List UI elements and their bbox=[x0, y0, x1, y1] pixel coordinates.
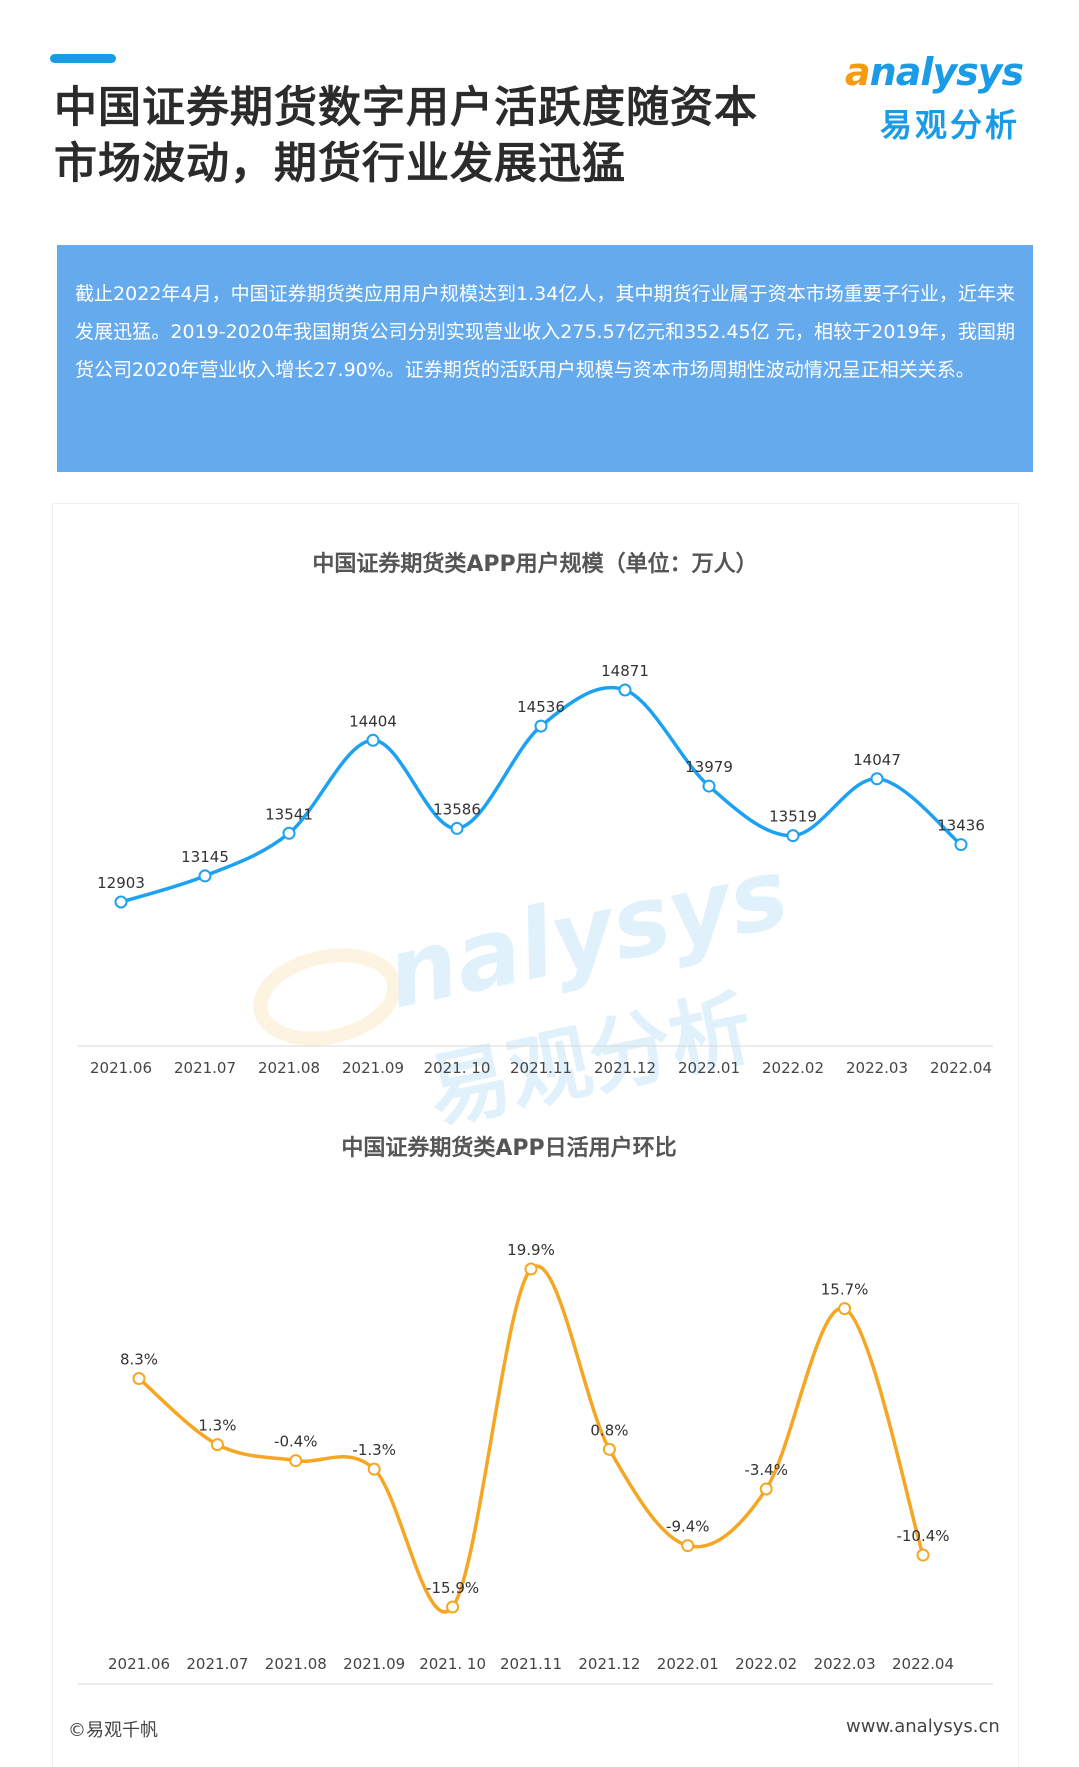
c1-label-7: 13979 bbox=[685, 758, 733, 776]
c2-point-10 bbox=[916, 1548, 930, 1562]
c1-label-9: 14047 bbox=[853, 751, 901, 769]
logo-initial: a bbox=[845, 50, 871, 94]
chart1-points bbox=[114, 683, 968, 909]
c1-label-3: 14404 bbox=[349, 712, 397, 730]
c1-label-4: 13586 bbox=[433, 800, 481, 818]
title-accent-bar bbox=[50, 54, 116, 63]
c2-point-8 bbox=[759, 1482, 773, 1496]
c2-label-1: 1.3% bbox=[198, 1417, 236, 1435]
c1-tick-2: 2021.08 bbox=[258, 1059, 320, 1077]
page-title: 中国证券期货数字用户活跃度随资本 市场波动，期货行业发展迅猛 bbox=[54, 80, 854, 192]
c2-label-8: -3.4% bbox=[744, 1461, 788, 1479]
c1-point-8 bbox=[786, 829, 800, 843]
chart2-x-ticks: 2021.06 2021.07 2021.08 2021.09 2021. 10 2021… bbox=[108, 1655, 954, 1673]
c2-label-9: 15.7% bbox=[821, 1281, 869, 1299]
c1-label-8: 13519 bbox=[769, 808, 817, 826]
c1-label-2: 13541 bbox=[265, 805, 313, 823]
c2-label-5: 19.9% bbox=[507, 1241, 555, 1259]
c1-tick-5: 2021.11 bbox=[510, 1059, 572, 1077]
logo-chinese: 易观分析 bbox=[880, 106, 1021, 144]
c1-tick-1: 2021.07 bbox=[174, 1059, 236, 1077]
chart1-data-labels: 12903 13145 13541 14404 13586 14536 14871 13979… bbox=[97, 662, 985, 892]
chart2-points bbox=[132, 1262, 930, 1614]
c2-label-3: -1.3% bbox=[352, 1441, 396, 1459]
c1-point-1 bbox=[198, 869, 212, 883]
c2-tick-2: 2021.08 bbox=[265, 1655, 327, 1673]
c1-tick-6: 2021.12 bbox=[594, 1059, 656, 1077]
analysys-logo: analysys 易观分析 bbox=[845, 50, 1035, 150]
title-line-1: 中国证券期货数字用户活跃度随资本 bbox=[54, 83, 758, 133]
chart2-title: 中国证券期货类APP日活用户环比 bbox=[341, 1135, 676, 1161]
c2-tick-6: 2021.12 bbox=[578, 1655, 640, 1673]
footer-website[interactable]: www.analysys.cn bbox=[846, 1716, 1000, 1737]
c1-label-0: 12903 bbox=[97, 874, 145, 892]
c2-point-0 bbox=[132, 1372, 146, 1386]
summary-box: 截止2022年4月，中国证券期货类应用用户规模达到1.34亿人，其中期货行业属于… bbox=[57, 245, 1033, 472]
c2-tick-0: 2021.06 bbox=[108, 1655, 170, 1673]
c2-point-5 bbox=[524, 1262, 538, 1276]
chart2-series-line bbox=[137, 1264, 925, 1614]
c1-point-2 bbox=[282, 826, 296, 840]
c2-point-6 bbox=[602, 1442, 616, 1456]
c2-tick-4: 2021. 10 bbox=[419, 1655, 486, 1673]
c2-tick-3: 2021.09 bbox=[343, 1655, 405, 1673]
c1-tick-7: 2022.01 bbox=[678, 1059, 740, 1077]
c1-tick-10: 2022.04 bbox=[930, 1059, 992, 1077]
c2-label-2: -0.4% bbox=[274, 1433, 318, 1451]
c1-point-5 bbox=[534, 719, 548, 733]
c1-label-1: 13145 bbox=[181, 848, 229, 866]
c2-tick-5: 2021.11 bbox=[500, 1655, 562, 1673]
c2-tick-9: 2022.03 bbox=[814, 1655, 876, 1673]
c1-label-6: 14871 bbox=[601, 662, 649, 680]
c2-label-0: 8.3% bbox=[120, 1351, 158, 1369]
c1-tick-0: 2021.06 bbox=[90, 1059, 152, 1077]
watermark: nalysys 易观分析 bbox=[253, 836, 797, 1142]
title-line-2: 市场波动，期货行业发展迅猛 bbox=[54, 139, 626, 189]
chart1-x-ticks: 2021.06 2021.07 2021.08 2021.09 2021. 10 2021… bbox=[90, 1059, 992, 1077]
c1-point-7 bbox=[702, 779, 716, 793]
c2-point-2 bbox=[289, 1454, 303, 1468]
c1-label-10: 13436 bbox=[937, 817, 985, 835]
chart2-data-labels: 8.3% 1.3% -0.4% -1.3% -15.9% 19.9% 0.8% -9.4% -3… bbox=[120, 1241, 950, 1597]
c2-point-9 bbox=[838, 1302, 852, 1316]
c1-tick-3: 2021.09 bbox=[342, 1059, 404, 1077]
c2-tick-8: 2022.02 bbox=[735, 1655, 797, 1673]
c2-point-4 bbox=[446, 1600, 460, 1614]
logo-english: analysys bbox=[845, 50, 1024, 94]
c2-label-6: 0.8% bbox=[590, 1421, 628, 1439]
c2-label-4: -15.9% bbox=[426, 1579, 479, 1597]
c1-tick-8: 2022.02 bbox=[762, 1059, 824, 1077]
chart1-title: 中国证券期货类APP用户规模（单位：万人） bbox=[312, 551, 757, 577]
c1-point-3 bbox=[366, 733, 380, 747]
charts-svg: nalysys 易观分析 中国证券期货类APP用户规模（单位：万人） 12903… bbox=[78, 551, 993, 1685]
c1-point-9 bbox=[870, 772, 884, 786]
logo-english-text: nalysys bbox=[869, 50, 1024, 94]
c2-tick-1: 2021.07 bbox=[186, 1655, 248, 1673]
summary-text: 截止2022年4月，中国证券期货类应用用户规模达到1.34亿人，其中期货行业属于… bbox=[75, 283, 1015, 381]
c1-tick-9: 2022.03 bbox=[846, 1059, 908, 1077]
c1-point-10 bbox=[954, 838, 968, 852]
c2-label-10: -10.4% bbox=[896, 1527, 949, 1545]
c1-point-0 bbox=[114, 895, 128, 909]
c1-point-6 bbox=[618, 683, 632, 697]
c2-label-7: -9.4% bbox=[666, 1518, 710, 1536]
charts-card: nalysys 易观分析 中国证券期货类APP用户规模（单位：万人） 12903… bbox=[52, 503, 1019, 1767]
c2-tick-7: 2022.01 bbox=[657, 1655, 719, 1673]
watermark-logo-swoosh bbox=[253, 948, 402, 1046]
c1-label-5: 14536 bbox=[517, 698, 565, 716]
c2-tick-10: 2022.04 bbox=[892, 1655, 954, 1673]
c2-point-1 bbox=[210, 1438, 224, 1452]
c2-point-3 bbox=[367, 1462, 381, 1476]
footer-copyright: ©易观千帆 bbox=[68, 1720, 158, 1741]
c2-point-7 bbox=[681, 1539, 695, 1553]
c1-tick-4: 2021. 10 bbox=[424, 1059, 491, 1077]
c1-point-4 bbox=[450, 821, 464, 835]
